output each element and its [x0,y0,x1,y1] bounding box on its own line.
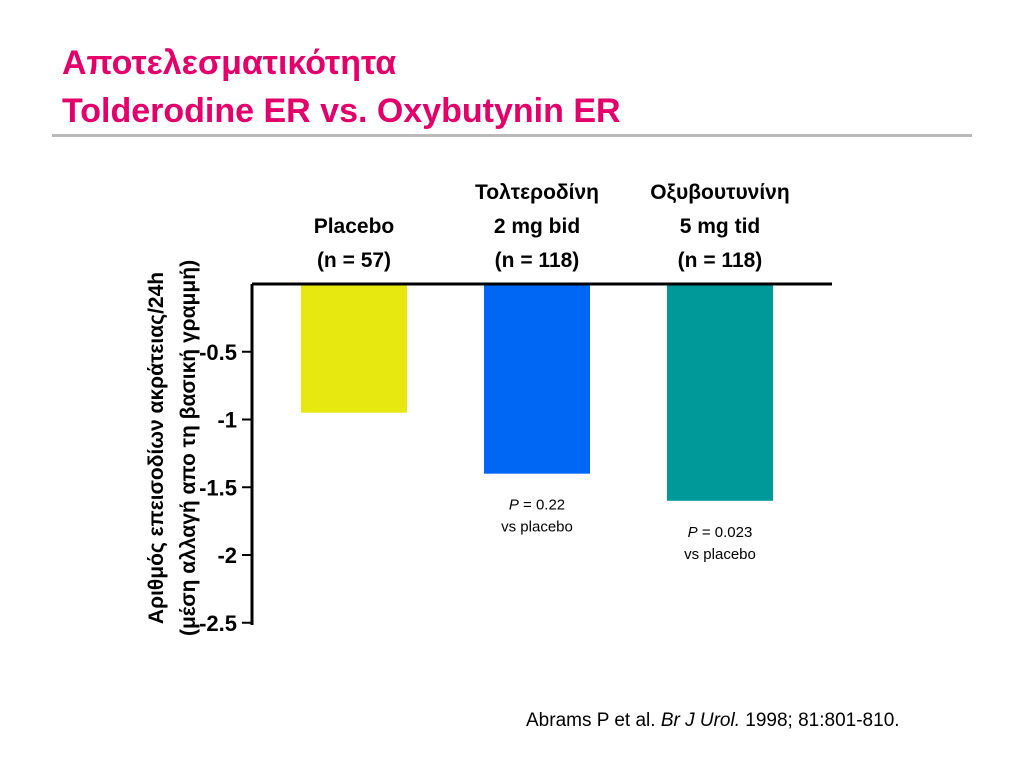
citation-authors: Abrams P et al. [526,710,661,731]
citation: Abrams P et al. Br J Urol. 1998; 81:801-… [526,710,900,732]
category-label-3-line-3: (n = 118) [678,249,763,272]
slide-title-line-1: Αποτελεσματικότητα [62,44,397,82]
bar-3 [667,284,773,501]
y-axis-label: Αριθμός επεισοδίων ακράτειας/24h (μέση αλ… [145,260,200,636]
y-axis-label-line-1: Αριθμός επεισοδίων ακράτειας/24h [145,272,168,624]
category-label-2-line-3: (n = 118) [495,249,580,272]
y-tick-label: -0.5 [199,340,237,365]
bar-2 [484,284,590,474]
category-label-1-line-2: (n = 57) [317,249,391,272]
p-value-label-2: P = 0.22 [509,497,565,514]
category-label-3-line-1: Οξυβουτυνίνη [650,181,789,204]
y-axis-label-line-2: (μέση αλλαγή απο τη βασική γραμμή) [177,260,200,636]
y-tick-label: -2 [217,543,237,568]
y-tick-label: -2.5 [199,611,237,636]
y-tick-label: -1.5 [199,475,237,500]
title-divider [52,134,972,137]
citation-journal: Br J Urol. [660,710,741,731]
slide-title-line-2: Tolderodine ER vs. Oxybutynin ER [62,92,621,130]
category-label-1-line-1: Placebo [314,215,395,238]
category-label-2-line-1: Τολτεροδίνη [475,181,599,204]
category-label-2-line-2: 2 mg bid [494,215,580,238]
citation-details: 1998; 81:801-810. [740,710,900,731]
p-value-label-3: P = 0.023 [688,524,753,541]
p-value-note-2: vs placebo [501,519,573,536]
p-value-note-3: vs placebo [684,546,756,563]
y-tick-label: -1 [217,408,237,433]
category-label-3-line-2: 5 mg tid [680,215,761,238]
bar-1 [301,284,407,413]
